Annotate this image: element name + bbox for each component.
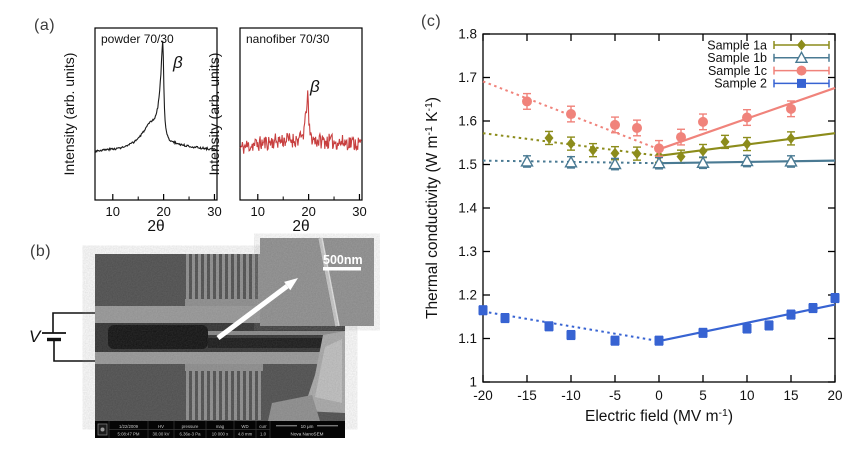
svg-text:1.5: 1.5 — [458, 157, 477, 172]
legend-item-sample-2: Sample 2 — [714, 77, 830, 91]
svg-text:1.6: 1.6 — [458, 114, 477, 129]
axis-ticks: 10 20 30 — [251, 194, 367, 219]
axis-ticks: 10 20 30 — [106, 194, 222, 219]
svg-text:-5: -5 — [609, 388, 621, 403]
xrd-trace — [239, 90, 362, 154]
svg-text:30.00 kV: 30.00 kV — [153, 431, 170, 436]
svg-text:1.0: 1.0 — [260, 431, 267, 436]
svg-text:10 μm: 10 μm — [301, 424, 314, 429]
svg-text:1/22/2009: 1/22/2009 — [119, 424, 139, 429]
series-sample-1c — [482, 80, 836, 157]
xrd-chart-powder: 10 20 30 powder 70/30 β 2θ Intensity (arb. uni… — [61, 27, 222, 235]
svg-text:-20: -20 — [473, 388, 493, 403]
panel-b-label: (b) — [30, 243, 52, 260]
svg-text:4.8 mm: 4.8 mm — [238, 431, 253, 436]
svg-text:10: 10 — [106, 204, 120, 219]
svg-text:10: 10 — [251, 204, 265, 219]
svg-text:1.4: 1.4 — [458, 201, 477, 216]
sem-inset: 500nm — [260, 237, 374, 327]
svg-text:10: 10 — [739, 388, 754, 403]
svg-text:Nova NanoSEM: Nova NanoSEM — [291, 431, 324, 436]
info-bar-text: 1/22/2009 5:08:47 PM HV 30.00 kV pressure 6.3… — [108, 421, 338, 438]
plot-border — [94, 27, 218, 201]
panel-c-label: (c) — [421, 13, 442, 30]
y-axis-label: Intensity (arb. units) — [206, 53, 222, 176]
svg-text:1.8: 1.8 — [458, 27, 477, 42]
beta-peak-label: β — [309, 77, 320, 96]
svg-text:6.36e-3 Pa: 6.36e-3 Pa — [179, 431, 201, 436]
xrd-trace — [94, 40, 217, 154]
x-axis-label: 2θ — [147, 218, 164, 235]
svg-text:1.7: 1.7 — [458, 70, 477, 85]
circuit-voltage-source: V — [29, 312, 112, 362]
legend-item-sample-1b: Sample 1b — [707, 50, 830, 65]
arrow-head — [284, 278, 298, 291]
series-sample-2 — [478, 292, 840, 346]
xrd-chart-nanofiber: 10 20 30 nanofiber 70/30 β 2θ Intensity (arb. … — [206, 27, 367, 235]
voltage-label: V — [29, 327, 42, 346]
circuit-wire-top — [52, 312, 112, 333]
svg-text:20: 20 — [827, 388, 842, 403]
svg-text:Sample 1b: Sample 1b — [707, 51, 767, 65]
svg-text:1: 1 — [469, 375, 477, 390]
circuit-wire-bottom — [53, 339, 112, 362]
svg-text:Sample 2: Sample 2 — [714, 77, 767, 91]
svg-text:Sample 1a: Sample 1a — [707, 38, 767, 52]
svg-text:20: 20 — [156, 204, 170, 219]
svg-text:20: 20 — [301, 204, 315, 219]
x-axis-label: Electric field (MV m-1) — [585, 407, 733, 425]
svg-text:15: 15 — [783, 388, 798, 403]
plot-title: powder 70/30 — [101, 32, 174, 46]
pointer-arrow-icon — [216, 278, 298, 341]
svg-text:0: 0 — [655, 388, 663, 403]
svg-text:-10: -10 — [561, 388, 581, 403]
panel-a-label: (a) — [34, 17, 56, 34]
plot-title: nanofiber 70/30 — [246, 32, 330, 46]
x-axis-label: 2θ — [292, 218, 309, 235]
svg-text:mag: mag — [216, 424, 225, 429]
series-sample-1b — [482, 154, 836, 171]
legend-item-sample-1c: Sample 1c — [708, 64, 830, 78]
arrow-shaft — [216, 284, 289, 341]
svg-text:5: 5 — [699, 388, 707, 403]
svg-text:-15: -15 — [517, 388, 537, 403]
inset-scale-bar — [323, 267, 361, 271]
svg-text:30: 30 — [352, 204, 366, 219]
svg-text:5:08:47 PM: 5:08:47 PM — [118, 431, 140, 436]
svg-text:10 000 x: 10 000 x — [212, 431, 229, 436]
inset-grain-dark — [260, 238, 374, 326]
svg-text:WD: WD — [241, 424, 248, 429]
beta-peak-label: β — [172, 53, 183, 72]
thermal-conductivity-chart: -20 -15 -10 -5 0 5 10 15 20 1 1.1 1.2 1.3 1.4 1.5 1.6 1.… — [423, 27, 843, 426]
vendor-logo-dot-icon — [100, 427, 105, 432]
plot-border — [239, 27, 363, 201]
svg-text:1.3: 1.3 — [458, 244, 477, 259]
svg-text:HV: HV — [158, 424, 164, 429]
svg-text:curr: curr — [259, 424, 267, 429]
svg-text:Sample 1c: Sample 1c — [708, 64, 767, 78]
svg-text:30: 30 — [207, 204, 221, 219]
svg-text:1.1: 1.1 — [458, 331, 477, 346]
sem-info-bar: 1/22/2009 5:08:47 PM HV 30.00 kV pressure 6.3… — [95, 421, 345, 438]
svg-text:1.2: 1.2 — [458, 288, 477, 303]
y-axis-label: Thermal conductivity (W m-1 K-1) — [423, 97, 441, 319]
svg-text:pressure: pressure — [182, 424, 199, 429]
inset-scale-label: 500nm — [323, 253, 363, 267]
plot-border — [482, 33, 836, 383]
y-axis-label: Intensity (arb. units) — [61, 53, 77, 176]
legend-item-sample-1a: Sample 1a — [707, 38, 830, 52]
